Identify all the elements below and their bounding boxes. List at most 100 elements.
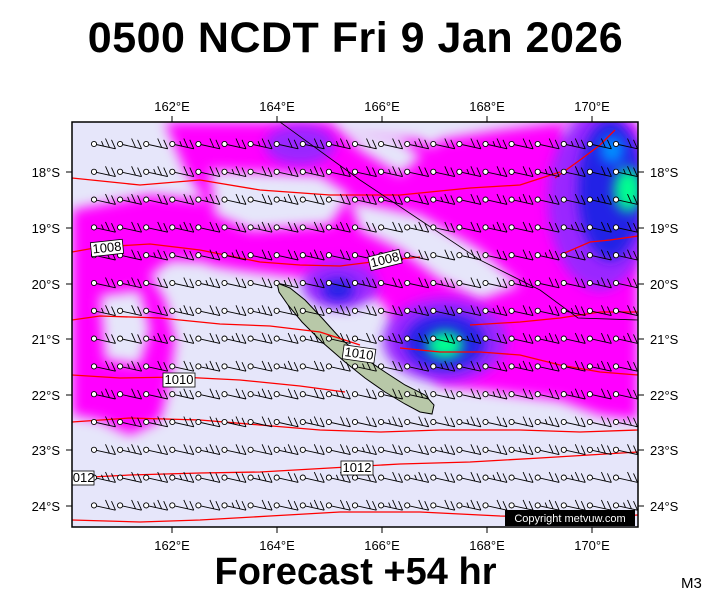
- wind-barb: [508, 416, 534, 428]
- wind-barb: [299, 138, 325, 150]
- wind-barb: [456, 388, 482, 400]
- wind-barb: [273, 444, 299, 456]
- wind-barb: [404, 138, 430, 150]
- lon-label-bottom-164: 164°E: [259, 538, 295, 553]
- wind-barb: [404, 388, 430, 400]
- wind-barb: [247, 388, 273, 400]
- wind-barb: [404, 332, 430, 344]
- wind-barb: [534, 166, 560, 178]
- wind-barb: [117, 305, 143, 317]
- wind-barb: [273, 332, 299, 344]
- wind-barb: [378, 277, 404, 289]
- wind-barb: [508, 166, 534, 178]
- wind-barb: [612, 360, 638, 372]
- wind-barb: [560, 277, 586, 289]
- wind-barb: [456, 416, 482, 428]
- wind-barb: [299, 444, 325, 456]
- wind-barb: [195, 138, 221, 150]
- wind-barb: [195, 249, 221, 261]
- wind-barb: [299, 221, 325, 233]
- wind-barb: [482, 360, 508, 372]
- wind-barb: [430, 249, 456, 261]
- wind-barb: [221, 416, 247, 428]
- wind-barb: [430, 193, 456, 205]
- wind-barb: [169, 360, 195, 372]
- wind-barb: [169, 193, 195, 205]
- wind-barb: [169, 499, 195, 511]
- map-frame: [71, 121, 639, 528]
- wind-barb: [586, 499, 612, 511]
- lat-label-left-18: 18°S: [32, 165, 61, 180]
- wind-barb: [560, 471, 586, 483]
- wind-barb: [195, 221, 221, 233]
- wind-barb: [325, 193, 351, 205]
- wind-barb: [482, 277, 508, 289]
- wind-barb: [534, 305, 560, 317]
- wind-barb: [586, 193, 612, 205]
- wind-barb: [378, 305, 404, 317]
- wind-barb: [247, 416, 273, 428]
- wind-barb: [117, 471, 143, 483]
- wind-barb: [612, 499, 638, 511]
- wind-barb: [586, 249, 612, 261]
- wind-barb: [351, 221, 377, 233]
- wind-barb: [117, 416, 143, 428]
- wind-barb: [508, 499, 534, 511]
- wind-barb: [378, 221, 404, 233]
- wind-barb: [351, 305, 377, 317]
- wind-barb: [195, 305, 221, 317]
- lat-label-left-22: 22°S: [32, 388, 61, 403]
- wind-barb: [247, 305, 273, 317]
- wind-barb: [560, 305, 586, 317]
- copyright-badge: Copyright metvuw.com: [505, 510, 635, 526]
- wind-barb: [299, 305, 325, 317]
- wind-barb: [221, 305, 247, 317]
- wind-barb: [534, 444, 560, 456]
- wind-barb: [508, 277, 534, 289]
- wind-barb: [169, 416, 195, 428]
- wind-barb: [351, 416, 377, 428]
- wind-barb: [378, 332, 404, 344]
- wind-barb: [378, 444, 404, 456]
- lat-label-right-22: 22°S: [650, 388, 679, 403]
- wind-barb: [169, 138, 195, 150]
- wind-barb: [612, 471, 638, 483]
- wind-barb: [221, 444, 247, 456]
- wind-barb: [560, 360, 586, 372]
- wind-barb: [378, 360, 404, 372]
- lat-label-left-21: 21°S: [32, 332, 61, 347]
- wind-barb: [90, 360, 116, 372]
- wind-barb: [430, 166, 456, 178]
- wind-barb: [143, 388, 169, 400]
- wind-barb: [534, 277, 560, 289]
- wind-barb: [221, 166, 247, 178]
- wind-barb: [404, 499, 430, 511]
- wind-barb: [586, 416, 612, 428]
- wind-barb: [482, 221, 508, 233]
- wind-barb: [378, 388, 404, 400]
- wind-barb: [430, 360, 456, 372]
- wind-barb: [195, 360, 221, 372]
- wind-barb: [117, 193, 143, 205]
- wind-barb: [456, 471, 482, 483]
- wind-barb: [404, 360, 430, 372]
- lon-label-top-166: 166°E: [364, 99, 400, 114]
- wind-barb: [273, 388, 299, 400]
- lat-label-left-23: 23°S: [32, 443, 61, 458]
- wind-barb: [508, 305, 534, 317]
- wind-barb: [508, 332, 534, 344]
- wind-barb: [90, 221, 116, 233]
- wind-barb: [169, 221, 195, 233]
- wind-barb: [221, 193, 247, 205]
- wind-barb: [195, 471, 221, 483]
- map-title: 0500 NCDT Fri 9 Jan 2026: [87, 14, 624, 62]
- wind-barb: [351, 138, 377, 150]
- svg-text:Copyright metvuw.com: Copyright metvuw.com: [514, 513, 625, 525]
- wind-barb: [299, 166, 325, 178]
- wind-barb: [169, 332, 195, 344]
- lon-label-top-168: 168°E: [469, 99, 505, 114]
- wind-barb: [247, 332, 273, 344]
- wind-barb: [90, 166, 116, 178]
- wind-barb: [117, 221, 143, 233]
- wind-barb: [351, 193, 377, 205]
